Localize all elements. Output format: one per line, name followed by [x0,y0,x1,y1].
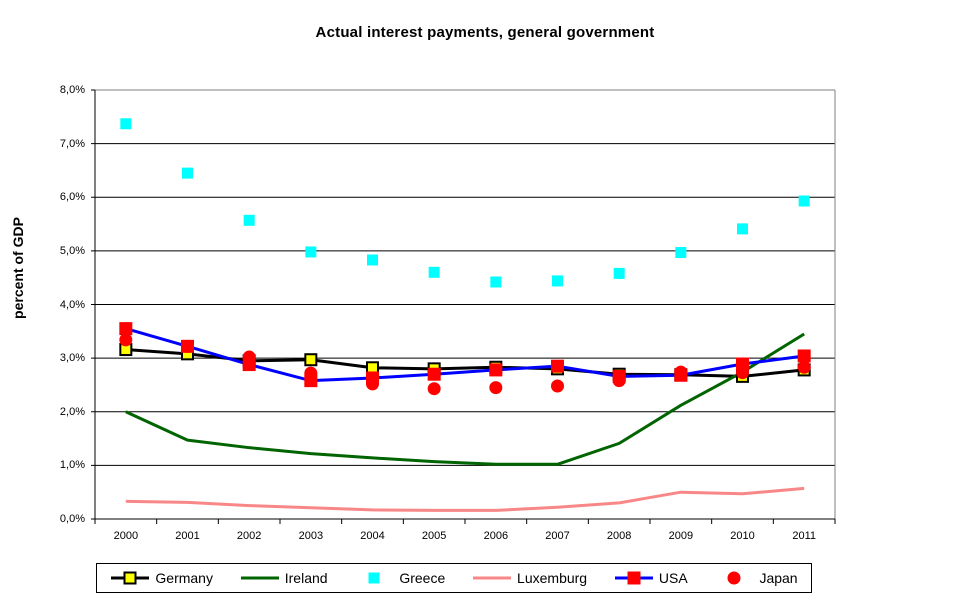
marker-greece [182,167,193,179]
legend-swatch-icon [614,571,653,585]
x-tick-label: 2007 [545,530,570,542]
y-tick-label: 6,0% [59,191,85,204]
y-tick-label: 0,0% [59,513,85,525]
x-tick-label: 2008 [606,530,632,542]
marker-greece [490,276,502,288]
marker-usa [119,322,133,336]
marker-germany [304,353,318,367]
marker-greece [798,195,810,207]
legend-swatch-icon [111,571,150,585]
legend-label-germany: Germany [155,570,213,586]
marker-greece [428,266,440,278]
marker-greece [120,118,132,130]
series-line-ireland [125,332,805,466]
y-tick-label: 3,0% [59,352,85,365]
gridlines [91,89,835,520]
marker-japan [304,366,318,380]
legend-swatch-icon [727,571,741,585]
legend-label-greece: Greece [399,570,446,586]
legend-label-ireland: Ireland [284,570,328,586]
legend-swatch-greece [354,571,394,585]
marker-greece [243,214,255,226]
marker-usa [797,349,811,363]
legend-swatch-germany [110,571,150,585]
axis-lines [94,90,836,524]
legend-marker [627,571,641,585]
marker-japan [674,365,688,379]
legend-item-japan[interactable]: Japan [714,570,798,586]
marker-japan [736,366,749,380]
legend-label-japan: Japan [759,570,798,586]
legend-swatch-icon [368,572,380,584]
marker-greece [305,246,317,258]
marker-greece [552,275,563,287]
legend-swatch-usa [614,571,654,585]
x-tick-label: 2002 [236,530,262,542]
marker-usa [427,367,441,381]
y-tick-label: 7,0% [59,137,85,150]
marker-greece [613,267,625,279]
marker-japan [427,382,441,396]
x-tick-label: 2000 [113,530,139,542]
marker-japan [797,360,811,374]
marker-usa [551,359,564,373]
series-line-germany [125,348,805,378]
y-tick-label: 8,0% [59,84,85,96]
legend-swatch-luxemburg [472,571,512,585]
chart-legend: Germany Ireland Greece Luxemburg USA Jap… [96,563,812,593]
y-tick-label: 5,0% [59,244,85,257]
marker-japan [242,350,256,364]
marker-japan [181,339,194,353]
legend-swatch-ireland [240,571,280,585]
series-lines [125,327,805,512]
legend-item-usa[interactable]: USA [614,570,688,586]
marker-usa [489,363,503,377]
series-line-usa [125,327,805,383]
marker-greece [737,223,748,235]
x-tick-label: 2001 [175,530,200,542]
legend-item-luxemburg[interactable]: Luxemburg [472,570,587,586]
marker-japan [119,333,133,347]
legend-swatch-icon [240,576,279,580]
x-tick-label: 2006 [483,530,509,542]
legend-marker [368,572,380,584]
x-tick-label: 2003 [298,530,324,542]
chart-title: Actual interest payments, general govern… [315,24,655,41]
y-tick-label: 1,0% [59,459,85,472]
series-line-luxemburg [125,486,805,512]
legend-label-usa: USA [658,570,688,586]
legend-swatch-icon [473,576,512,580]
y-tick-label: 2,0% [59,405,85,418]
series-markers [119,118,811,396]
marker-japan [366,377,379,391]
x-tick-label: 2004 [360,530,385,542]
legend-item-ireland[interactable]: Ireland [240,570,328,586]
marker-greece [675,246,687,258]
legend-swatch-japan [714,571,754,585]
legend-label-luxemburg: Luxemburg [517,570,588,586]
legend-marker [123,571,137,585]
legend-item-germany[interactable]: Germany [110,570,213,586]
x-tick-label: 2010 [730,530,755,542]
marker-japan [489,381,503,395]
y-tick-label: 4,0% [59,298,85,311]
legend-marker [727,571,741,585]
x-tick-label: 2005 [421,530,447,542]
marker-japan [551,379,564,393]
x-tick-label: 2009 [668,530,694,542]
marker-greece [367,254,378,266]
marker-japan [612,374,626,388]
x-tick-label: 2011 [792,530,816,542]
legend-item-greece[interactable]: Greece [354,570,445,586]
